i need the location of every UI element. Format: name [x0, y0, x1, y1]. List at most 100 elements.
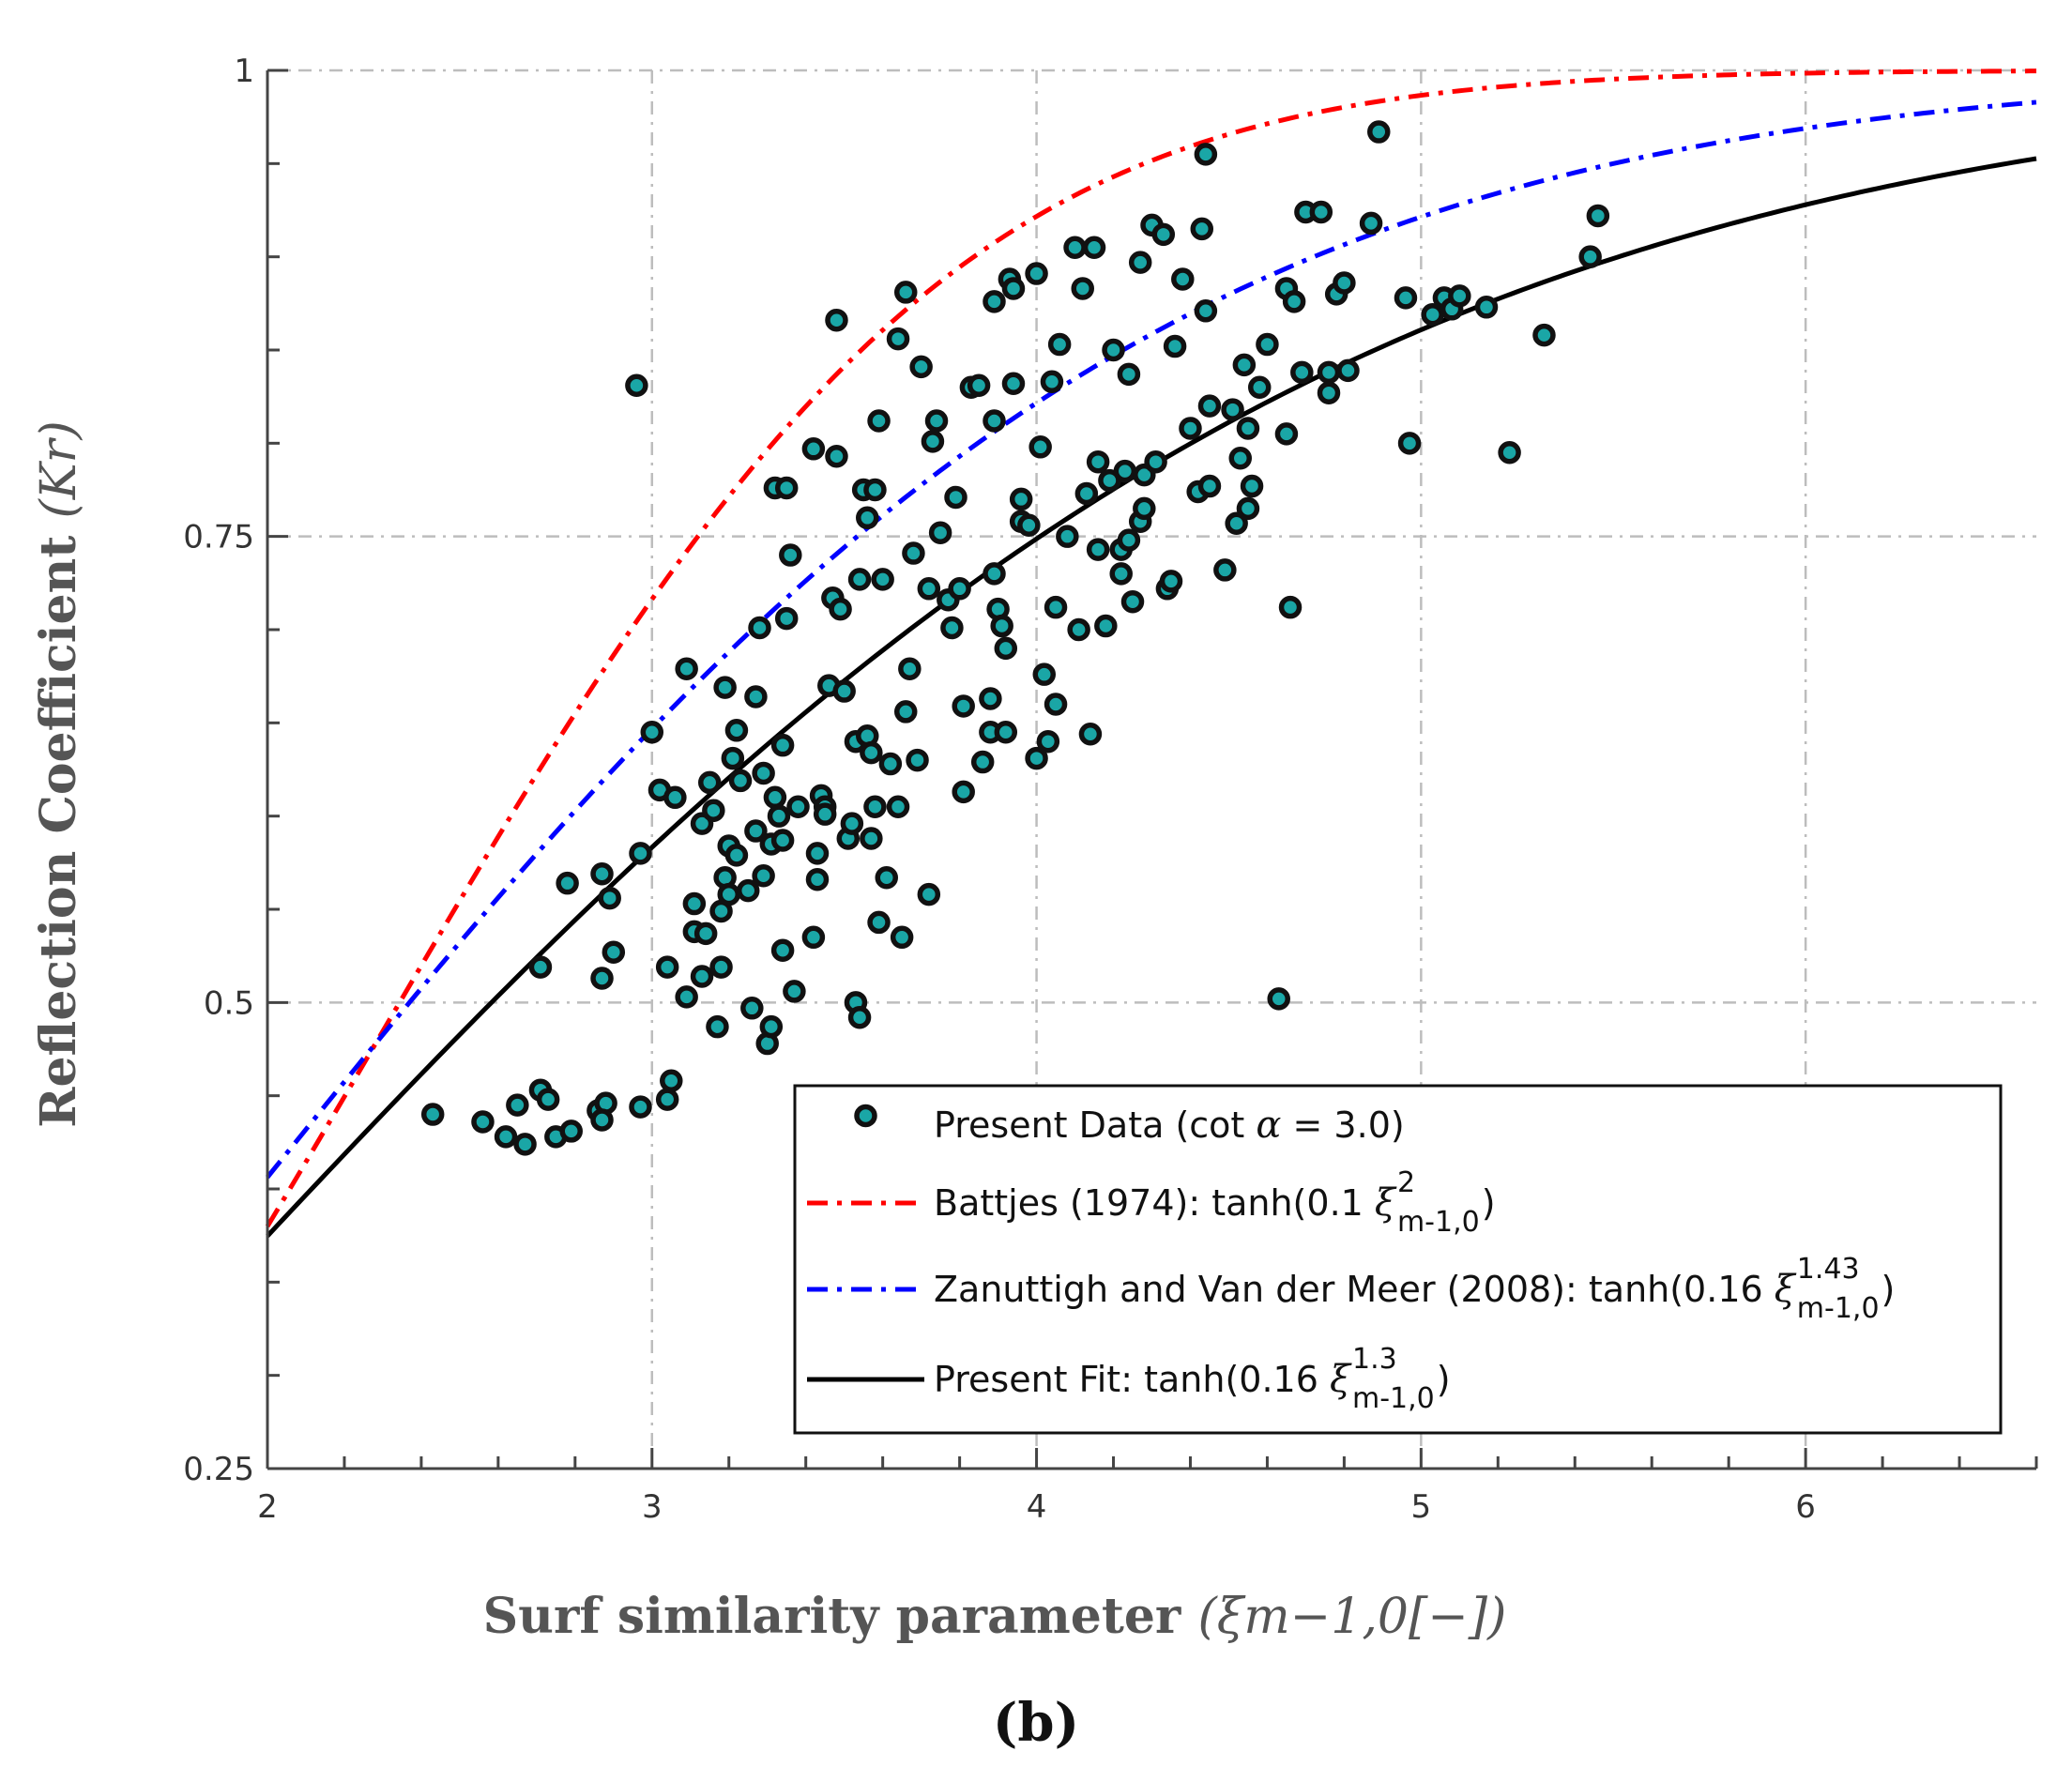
data-point — [1074, 481, 1099, 506]
data-point — [863, 478, 887, 502]
data-point — [420, 1103, 445, 1126]
y-tick-label: 0.25 — [183, 1451, 254, 1488]
data-point — [625, 373, 648, 397]
data-point — [1290, 360, 1314, 385]
data-point — [590, 862, 614, 886]
data-point — [983, 290, 1006, 313]
data-point — [752, 863, 775, 888]
axes: 2 3 4 5 6 0.25 0.5 0.75 1 — [183, 53, 2038, 1526]
curve-present-fit — [266, 156, 2037, 1238]
data-point — [1586, 204, 1610, 228]
data-point — [1256, 332, 1279, 357]
data-points — [420, 120, 1610, 1156]
data-point — [1078, 723, 1103, 746]
data-point — [1240, 474, 1264, 498]
data-point — [921, 430, 945, 453]
data-point — [1236, 496, 1260, 521]
legend: Present Data (cot α = 3.0) Battjes (1974)… — [793, 1084, 2003, 1435]
data-point — [1120, 589, 1145, 614]
data-point — [871, 568, 894, 591]
legend-box — [793, 1084, 2003, 1435]
data-point — [1144, 449, 1167, 474]
data-point — [1309, 200, 1333, 224]
data-point — [682, 891, 707, 916]
data-point — [1532, 323, 1556, 347]
legend-subscript: m-1,0 — [1397, 1206, 1480, 1239]
data-point — [1336, 358, 1360, 383]
data-point — [556, 871, 579, 895]
data-point — [736, 878, 760, 903]
data-point — [702, 799, 725, 822]
x-axis-title-math: (ξm−1,0[−]) — [1197, 1589, 1506, 1645]
data-point — [536, 1088, 560, 1111]
data-point — [717, 882, 740, 906]
legend-entry-battjes: Battjes (1974): tanh(0.1 ξ 2 m-1,0) — [807, 1166, 1496, 1239]
data-point — [506, 1093, 529, 1117]
y-axis-title-math: (Kr) — [31, 420, 87, 518]
data-point — [675, 985, 698, 1009]
legend-superscript: 2 — [1397, 1166, 1415, 1199]
data-point — [1171, 267, 1195, 291]
data-point — [1113, 459, 1137, 483]
legend-superscript: 1.3 — [1352, 1343, 1397, 1376]
data-point — [690, 965, 714, 988]
data-point — [1190, 217, 1214, 241]
data-point — [1025, 262, 1048, 285]
data-point — [590, 1108, 614, 1132]
data-point — [886, 795, 910, 818]
data-point — [629, 1095, 652, 1119]
data-point — [786, 795, 810, 818]
data-point — [867, 409, 891, 433]
data-point — [952, 780, 975, 804]
data-point — [928, 521, 952, 544]
data-point — [917, 882, 941, 906]
data-point — [1151, 222, 1176, 247]
data-point — [675, 657, 698, 680]
data-point — [1163, 334, 1187, 358]
y-axis-title-word: Reflection Coefficient — [30, 519, 87, 1128]
y-tick-label: 0.75 — [183, 519, 254, 556]
data-point — [1474, 296, 1499, 319]
data-point — [1578, 245, 1602, 268]
data-point — [948, 577, 971, 601]
y-axis-title: Reflection Coefficient (Kr) — [30, 420, 87, 1128]
data-point — [952, 694, 975, 718]
data-point — [655, 955, 679, 979]
data-point — [1247, 375, 1272, 399]
data-point — [663, 785, 687, 810]
data-point — [1282, 290, 1306, 313]
data-point — [860, 740, 883, 765]
data-point — [770, 829, 795, 852]
data-point — [893, 281, 918, 304]
data-point — [640, 721, 664, 744]
data-point — [1232, 353, 1257, 377]
data-point — [783, 980, 806, 1003]
data-point — [1063, 236, 1087, 259]
data-point — [1117, 528, 1141, 552]
data-point — [1102, 338, 1125, 362]
data-point — [752, 761, 775, 785]
legend-label-fit: Present Fit: tanh(0.16 ξ — [934, 1358, 1352, 1401]
legend-label-data: Present Data (cot α = 3.0) — [934, 1104, 1405, 1147]
data-point — [825, 308, 848, 332]
data-point — [1044, 693, 1068, 716]
data-point — [598, 886, 621, 910]
data-point — [1221, 398, 1244, 421]
data-point — [1128, 251, 1152, 274]
data-point — [740, 997, 764, 1020]
data-point — [770, 733, 795, 757]
data-point — [967, 373, 991, 397]
data-point — [990, 614, 1013, 638]
data-point — [1044, 595, 1068, 619]
data-point — [471, 1110, 495, 1134]
data-point — [1225, 511, 1248, 536]
x-axis-title: Surf similarity parameter (ξm−1,0[−]) — [483, 1588, 1507, 1645]
data-point — [1197, 394, 1222, 418]
legend-entry-zanuttigh: Zanuttigh and Van der Meer (2008): tanh(… — [807, 1253, 1895, 1325]
data-point — [1197, 474, 1222, 498]
data-point — [847, 1005, 872, 1029]
data-point — [1159, 570, 1183, 593]
data-point — [1009, 487, 1033, 511]
data-point — [1086, 449, 1110, 474]
